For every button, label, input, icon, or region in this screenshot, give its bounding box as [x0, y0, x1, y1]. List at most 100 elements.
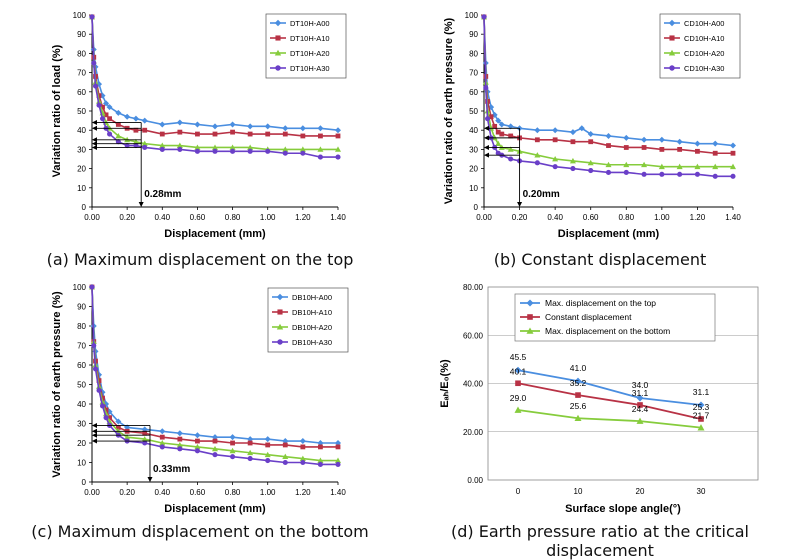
data-point — [485, 116, 491, 122]
data-point — [194, 148, 200, 154]
axes-b: 0 10 20 30 40 50 60 70 80 90 100 0.00 0.20 0.40 0.60 0.… — [443, 11, 741, 240]
data-point — [730, 150, 736, 156]
y-tick-label: 70 — [77, 342, 86, 351]
data-point — [695, 148, 700, 154]
data-point — [574, 377, 582, 385]
data-point — [712, 140, 719, 147]
series-line-1 — [483, 16, 734, 147]
data-point — [712, 163, 719, 170]
data-point — [103, 407, 109, 413]
reference-arrow-head — [92, 144, 97, 150]
data-point — [299, 455, 306, 461]
x-tick-label: 0 — [516, 487, 521, 496]
data-point — [317, 125, 324, 132]
data-point — [264, 123, 271, 130]
data-point — [212, 438, 218, 444]
data-point — [588, 139, 594, 145]
y-tick-label: 100 — [73, 283, 87, 292]
data-point — [335, 154, 341, 160]
data-point — [229, 434, 236, 441]
data-point — [106, 104, 113, 111]
legend-marker — [274, 49, 282, 56]
legend-marker — [274, 19, 282, 27]
y-tick-label: 90 — [469, 30, 478, 39]
data-label: 41.0 — [570, 363, 587, 373]
critical-displacement-label: 0.33mm — [153, 464, 190, 475]
data-point — [115, 418, 122, 425]
data-point — [247, 148, 253, 154]
x-tick-label: 0.40 — [154, 213, 170, 222]
data-point — [177, 129, 183, 135]
critical-displacement-arrow-head — [147, 477, 153, 482]
data-point — [115, 132, 122, 139]
x-tick-label: 0.60 — [583, 213, 599, 222]
data-point — [194, 443, 201, 450]
critical-displacement-label: 0.20mm — [523, 189, 560, 200]
x-tick-label: 0.40 — [154, 488, 170, 497]
reference-arrow-head — [92, 432, 97, 438]
data-point — [507, 146, 514, 152]
y-tick-label: 0.00 — [467, 476, 483, 485]
data-point — [212, 445, 218, 452]
data-point — [195, 131, 200, 137]
series-line-3 — [517, 409, 702, 429]
data-point — [318, 444, 323, 450]
x-tick-label: 1.00 — [654, 213, 670, 222]
data-point — [265, 131, 271, 137]
data-point — [115, 139, 121, 145]
data-point — [265, 458, 271, 464]
data-point — [623, 161, 630, 168]
chart-b: 0 10 20 30 40 50 60 70 80 90 100 0.00 0.20 0.40 0.60 0.… — [443, 11, 741, 240]
series-line-1 — [517, 369, 702, 406]
data-label: 25.6 — [570, 401, 587, 411]
data-point — [96, 93, 102, 99]
data-point — [606, 143, 611, 148]
y-tick-label: 10 — [469, 184, 478, 193]
data-point — [636, 394, 644, 402]
legend-marker — [669, 35, 675, 41]
caption-d: (d) Earth pressure ratio at the critical… — [451, 522, 749, 560]
y-tick-label: 20 — [77, 165, 86, 174]
data-label: 34.0 — [632, 380, 649, 390]
x-tick-label: 0.80 — [225, 213, 241, 222]
data-point — [177, 446, 183, 452]
data-point — [124, 143, 130, 149]
data-point — [230, 454, 236, 460]
x-tick-label: 1.40 — [330, 213, 346, 222]
data-point — [694, 163, 701, 170]
y-tick-label: 30 — [77, 145, 86, 154]
data-point — [698, 416, 704, 422]
annotation-c: 0.33mm — [92, 422, 190, 482]
data-point — [335, 444, 341, 450]
y-tick-label: 80.00 — [463, 283, 484, 292]
x-tick-label: 0.20 — [119, 488, 135, 497]
legend-label: DB10H-A00 — [292, 293, 332, 302]
x-tick-label: 0.80 — [618, 213, 634, 222]
series-group-a — [89, 13, 341, 160]
legend-marker — [669, 65, 675, 71]
data-point — [335, 133, 341, 139]
data-point — [578, 125, 585, 132]
x-axis-title: Displacement (mm) — [164, 228, 266, 240]
reference-arrow-head — [92, 125, 97, 131]
y-tick-label: 40 — [469, 126, 478, 135]
data-point — [641, 145, 647, 150]
reference-arrow-head — [484, 135, 489, 141]
series-line-3 — [91, 16, 338, 151]
data-point — [282, 453, 289, 460]
data-point — [115, 122, 121, 127]
data-point — [335, 457, 341, 463]
x-tick-label: 0.80 — [225, 488, 241, 497]
legend-marker — [277, 309, 283, 315]
data-point — [92, 366, 99, 372]
data-point — [300, 459, 306, 466]
y-tick-label: 100 — [465, 11, 479, 20]
data-point — [247, 123, 254, 130]
reference-arrow-head — [484, 125, 489, 131]
data-point — [264, 436, 271, 443]
data-point — [552, 127, 559, 134]
data-point — [605, 132, 612, 139]
y-axis-title: Variation ratio of earth pressure (%) — [51, 291, 63, 478]
data-point — [659, 171, 665, 177]
x-axis-title: Surface slope angle(°) — [565, 503, 681, 515]
